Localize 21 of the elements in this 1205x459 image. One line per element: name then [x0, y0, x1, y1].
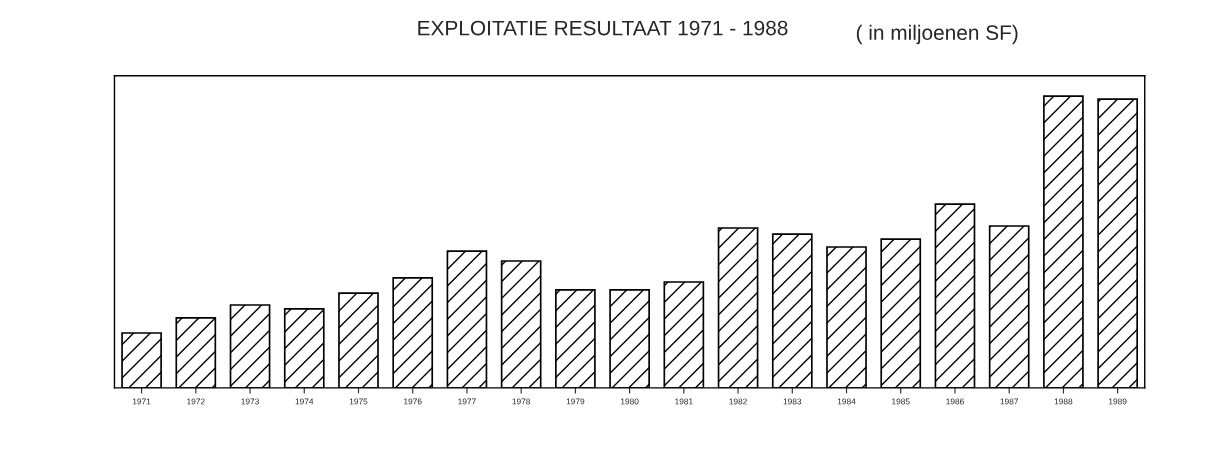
x-tick-label: 1986	[946, 398, 964, 405]
x-tick-label: 1973	[241, 398, 259, 405]
x-tick-label: 1983	[783, 398, 802, 405]
chart-subtitle: ( in miljoenen SF)	[856, 24, 1018, 45]
x-tick-label: 1976	[404, 398, 422, 405]
x-tick-label: 1975	[349, 398, 368, 405]
x-tick-label: 1979	[566, 398, 585, 405]
x-tick-label: 1981	[675, 398, 693, 405]
chart-title: EXPLOITATIE RESULTAAT 1971 - 1988	[418, 20, 788, 36]
x-tick-label: 1980	[620, 398, 639, 405]
x-tick-label: 1988	[1054, 398, 1073, 405]
x-tick-label: 1987	[1000, 398, 1019, 405]
x-tick-label: 1972	[187, 398, 205, 405]
x-tick-label: 1978	[512, 398, 531, 405]
x-tick-label: 1985	[892, 398, 910, 405]
x-tick-label: 1984	[837, 398, 856, 405]
x-tick-label: 1977	[458, 398, 476, 405]
x-tick-label: 1982	[729, 398, 747, 405]
x-tick-label: 1971	[132, 398, 151, 405]
x-tick-label: 1989	[1109, 398, 1127, 405]
x-tick-label: 1974	[295, 398, 314, 405]
